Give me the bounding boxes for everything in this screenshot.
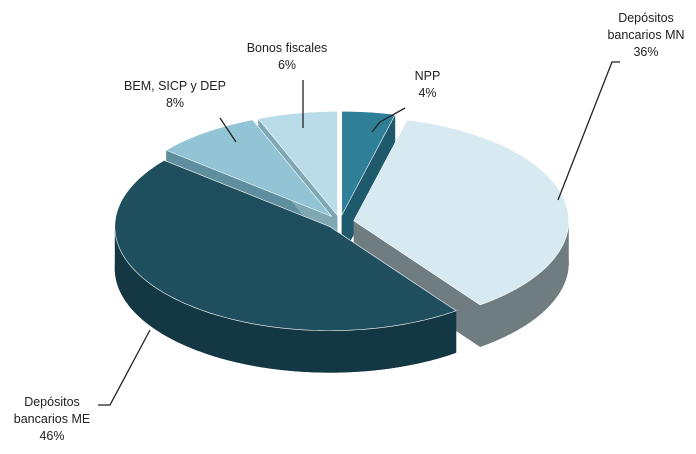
leader-line	[557, 61, 620, 201]
category-label: Bonos fiscales	[246, 41, 328, 55]
slice-side	[114, 226, 457, 373]
category-label: BEM, SICP y DEP	[124, 79, 226, 93]
category-label: Depósitos bancarios ME	[13, 395, 91, 426]
value-label: 46%	[39, 429, 65, 443]
value-label: 36%	[633, 45, 659, 59]
slices	[114, 110, 570, 373]
value-label: 8%	[165, 96, 185, 110]
slice	[257, 111, 338, 217]
value-label: 4%	[418, 86, 437, 100]
slice	[353, 119, 570, 306]
leader-line	[219, 117, 237, 143]
category-label: NPP	[414, 69, 441, 83]
slice	[341, 110, 396, 216]
slice-label: Depósitos bancarios MN 36%	[598, 10, 694, 61]
leader-line	[371, 107, 406, 133]
slice	[114, 160, 457, 331]
slice-side	[480, 220, 569, 347]
slice-label: Depósitos bancarios ME 46%	[4, 394, 100, 445]
value-label: 6%	[277, 58, 297, 72]
slice-tops	[114, 110, 570, 331]
category-label: Depósitos bancarios MN	[607, 11, 685, 42]
slice-label: Bonos fiscales 6%	[232, 40, 342, 74]
leader-line	[98, 329, 151, 406]
slice-label: NPP 4%	[405, 68, 450, 102]
slice	[165, 119, 333, 217]
slice-label: BEM, SICP y DEP 8%	[110, 78, 240, 112]
